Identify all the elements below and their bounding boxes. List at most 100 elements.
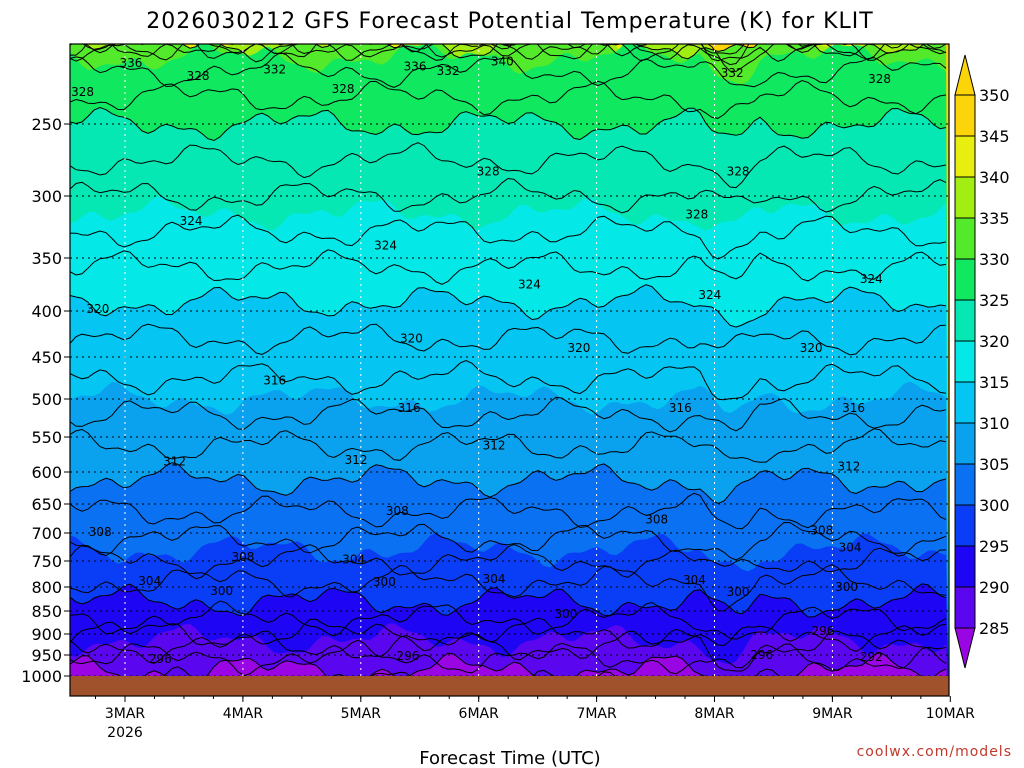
- colorbar-swatch: [954, 217, 976, 260]
- colorbar-swatch: [954, 381, 976, 424]
- contour-label: 324: [180, 214, 203, 228]
- y-tick-label: 300: [31, 187, 62, 206]
- contour-label: 332: [437, 64, 460, 78]
- contour-label: 304: [683, 573, 706, 587]
- contour-label: 328: [187, 69, 210, 83]
- contour-label: 320: [400, 332, 423, 346]
- colorbar-swatch: [954, 340, 976, 383]
- x-tick-label: 10MAR: [926, 706, 975, 722]
- colorbar-label: 300: [979, 496, 1010, 515]
- isotherm-302: [70, 564, 947, 612]
- isotherm-304: [70, 543, 947, 580]
- isotherm-298: [70, 600, 947, 640]
- isotherm-300: [70, 583, 947, 618]
- colorbar-swatch: [954, 545, 976, 588]
- isotherm-334: [70, 52, 947, 88]
- contour-label: 312: [163, 455, 186, 469]
- ground-surface: [70, 676, 949, 696]
- contour-label: 328: [727, 165, 750, 179]
- isotherm-294: [70, 630, 947, 672]
- colorbar-swatch: [954, 504, 976, 547]
- isotherm-326: [70, 177, 947, 214]
- x-tick-label: 5MAR: [341, 706, 382, 722]
- colorbar-label: 345: [979, 127, 1010, 146]
- colorbar-label: 340: [979, 168, 1010, 187]
- contour-label: 316: [398, 401, 421, 415]
- y-tick-label: 550: [31, 428, 62, 447]
- y-tick-label: 1000: [21, 667, 62, 686]
- x-tick-sublabel: 2026: [107, 725, 143, 741]
- colorbar-label: 290: [979, 578, 1010, 597]
- y-axis-ticks: 250 300 350 400 450 500 550 600 650 700 750 800 850 9…: [21, 115, 70, 686]
- contour-label: 324: [518, 278, 541, 292]
- x-tick-label: 7MAR: [576, 706, 617, 722]
- colorbar-swatch: [954, 463, 976, 506]
- contour-label: 336: [119, 56, 142, 70]
- contour-label: 300: [727, 585, 750, 599]
- contour-label: 312: [837, 459, 860, 473]
- isotherm-342: [84, 44, 947, 72]
- contour-label: 324: [698, 288, 721, 302]
- plot-area: [70, 44, 949, 696]
- contour-label: 308: [645, 513, 668, 527]
- contour-label: 304: [138, 574, 161, 588]
- colorbar-label: 285: [979, 619, 1010, 638]
- contour-label: 328: [71, 85, 94, 99]
- y-tick-label: 350: [31, 249, 62, 268]
- isotherm-338: [110, 44, 947, 62]
- contour-label: 336: [404, 59, 427, 73]
- contour-labels: 336 328 328 332 328 336 332 340 332 328 328 328 328 3…: [71, 55, 891, 667]
- isotherm-292: [70, 639, 947, 676]
- colorbar-swatch: [954, 299, 976, 342]
- x-tick-label: 9MAR: [812, 706, 853, 722]
- contour-label: 296: [149, 652, 172, 666]
- contour-label: 304: [483, 572, 506, 586]
- y-tick-label: 250: [31, 115, 62, 134]
- x-tick-label: 8MAR: [694, 706, 735, 722]
- contour-label: 340: [491, 55, 514, 69]
- y-tick-label: 700: [31, 524, 62, 543]
- contour-label: 308: [810, 524, 833, 538]
- contour-label: 296: [397, 649, 420, 663]
- isotherm-316: [70, 359, 947, 401]
- contour-label: 296: [750, 648, 773, 662]
- colorbar-label: 335: [979, 209, 1010, 228]
- colorbar-label: 330: [979, 250, 1010, 269]
- contour-label: 296: [812, 624, 835, 638]
- colorbar-label: 325: [979, 291, 1010, 310]
- colorbar-label: 295: [979, 537, 1010, 556]
- contour-label: 308: [89, 525, 112, 539]
- contour-label: 316: [263, 374, 286, 388]
- contour-label: 304: [839, 541, 862, 555]
- y-tick-label: 500: [31, 390, 62, 409]
- plot-frame: [69, 43, 950, 697]
- y-tick-label: 950: [31, 646, 62, 665]
- contour-label: 320: [800, 341, 823, 355]
- isotherm-324: [70, 214, 947, 260]
- isotherm-318: [70, 323, 947, 356]
- colorbar-swatch: [954, 135, 976, 178]
- contour-label: 328: [477, 165, 500, 179]
- contour-label: 332: [263, 63, 286, 77]
- colorbar-label: 305: [979, 455, 1010, 474]
- isotherm-296: [70, 617, 947, 652]
- contour-label: 312: [483, 438, 506, 452]
- colorbar-swatch: [954, 94, 976, 137]
- contour-label: 320: [86, 302, 109, 316]
- contour-label: 300: [835, 580, 858, 594]
- contour-label: 312: [345, 453, 368, 467]
- contour-label: 324: [374, 239, 397, 253]
- y-tick-label: 450: [31, 348, 62, 367]
- y-tick-label: 600: [31, 463, 62, 482]
- x-tick-label: 3MAR: [105, 706, 146, 722]
- x-tick-label: 6MAR: [459, 706, 500, 722]
- x-tick-label: 4MAR: [223, 706, 264, 722]
- chart-title: 2026030212 GFS Forecast Potential Temper…: [146, 9, 874, 34]
- isotherm-336: [70, 44, 947, 66]
- contour-label: 308: [231, 550, 254, 564]
- colorbar-swatch: [954, 258, 976, 301]
- isotherm-290: [70, 652, 947, 688]
- contour-label: 316: [669, 401, 692, 415]
- contour-label: 292: [860, 650, 883, 664]
